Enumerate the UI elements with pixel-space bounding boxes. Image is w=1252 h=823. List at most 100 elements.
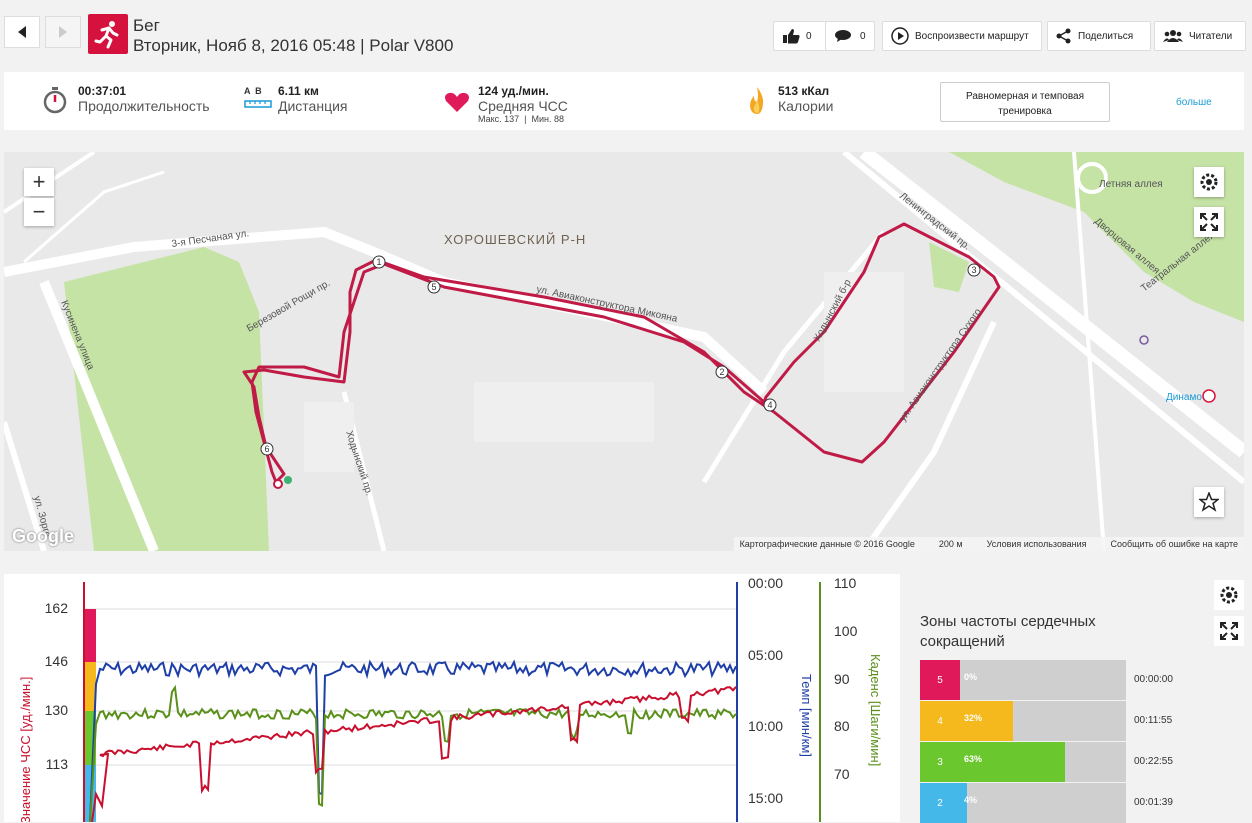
hr-axis-label: Значение ЧСС [уд./мин.] [18,677,33,822]
people-icon [1163,30,1183,42]
arrow-right-icon [59,26,67,38]
cadence-tick-110: 110 [834,575,857,591]
thumbs-up-icon [783,29,800,44]
zone-time: 00:11:55 [1134,715,1173,726]
hr-tick-162: 162 [45,600,69,616]
heart-icon [445,92,469,112]
station-label: Динамо [1166,392,1202,403]
route-marker-5: 5 [431,282,436,292]
chart-panel: 162 146 130 113 00:00 05:00 10:00 15:00 … [4,574,900,822]
zones-fullscreen-button[interactable] [1214,616,1244,646]
back-button[interactable] [4,16,40,48]
arrow-left-icon [18,26,26,38]
zone-bar [960,701,1014,741]
zone-number: 5 [920,660,960,700]
route-end-marker [273,479,283,489]
zone-time: 00:00:00 [1134,674,1173,685]
flame-icon [750,87,764,114]
zone-number: 2 [920,783,960,823]
share-button[interactable]: Поделиться [1047,21,1151,51]
star-icon [1199,492,1219,512]
hr-pace-cadence-chart[interactable]: 162 146 130 113 00:00 05:00 10:00 15:00 … [4,574,900,822]
route-start-marker [284,476,292,484]
top-bar: Бег Вторник, Нояб 8, 2016 05:48 | Polar … [0,0,1252,68]
zone-bar [960,742,1065,782]
duration-label: Продолжительность [78,98,210,114]
summary-panel: 00:37:01 Продолжительность A B 6.11 км Д… [4,72,1244,130]
calories-label: Калории [778,98,834,114]
pace-tick-5: 05:00 [748,647,783,663]
cadence-series-line [89,684,737,822]
hr-label: Средняя ЧСС [478,98,568,114]
district-label: ХОРОШЕВСКИЙ Р-Н [444,232,586,247]
route-marker-1: 1 [376,257,381,267]
hr-tick-130: 130 [45,702,69,718]
map-fullscreen-button[interactable] [1194,207,1224,237]
favorite-button[interactable] [1194,487,1224,517]
zoom-out-button[interactable]: − [24,198,54,226]
readers-label: Читатели [1189,30,1233,42]
map-scale: 200 м [938,539,963,549]
zone-time: 00:01:39 [1134,797,1173,808]
zone-row-5: 5 0% [920,660,1126,700]
map-settings-button[interactable] [1194,167,1224,197]
cadence-tick-70: 70 [834,766,850,782]
distance-ab: A B [244,86,262,96]
terms-link[interactable]: Условия использования [986,539,1087,549]
route-marker-6: 6 [264,444,269,454]
running-icon [88,14,128,54]
zone-percent: 0% [964,672,978,682]
distance-label: Дистанция [278,98,348,114]
comments-icon [835,30,851,42]
training-type-button[interactable]: Равномерная и темповая тренировка [940,82,1110,122]
hr-minmax: Макс. 137 | Мин. 88 [478,114,565,124]
share-icon [1056,28,1071,44]
route-marker-4: 4 [767,400,772,410]
report-error-link[interactable]: Сообщить об ошибке на карте [1110,539,1238,549]
gear-icon [1200,173,1218,191]
gear-icon [1220,586,1238,604]
hr-series-line [91,686,737,822]
duration-value: 00:37:01 [78,84,127,98]
like-count: 0 [806,30,812,42]
zone-percent: 4% [964,795,978,805]
hr-value: 124 уд./мин. [478,84,549,98]
cadence-tick-90: 90 [834,671,850,687]
zone-time: 00:22:55 [1134,756,1173,767]
zone-number: 3 [920,742,960,782]
replay-route-label: Воспроизвести маршрут [915,30,1029,42]
route-map[interactable]: 1 2 3 4 5 6 ХОРОШЕВСКИЙ Р-Н 3-я Песчаная… [4,152,1244,551]
stopwatch-icon [43,87,67,114]
replay-route-button[interactable]: Воспроизвести маршрут [882,21,1042,51]
zones-title: Зоны частоты сердечных сокращений [920,613,1096,650]
ruler-icon [244,100,272,108]
cadence-tick-100: 100 [834,623,858,639]
expand-icon [1200,213,1218,231]
more-link[interactable]: больше [1176,97,1212,108]
readers-button[interactable]: Читатели [1154,21,1246,51]
calories-value: 513 кКал [778,84,830,98]
minus-icon: − [32,199,46,224]
zone-strip-5 [84,609,96,662]
hr-tick-146: 146 [45,653,69,669]
map-attribution: Картографические данные © 2016 Google 20… [733,537,1244,551]
pace-tick-10: 10:00 [748,718,783,734]
forward-button[interactable] [45,16,81,48]
zone-row-2: 2 4% [920,783,1126,823]
map-canvas: 1 2 3 4 5 6 ХОРОШЕВСКИЙ Р-Н 3-я Песчаная… [4,152,1244,551]
zoom-in-button[interactable]: + [24,168,54,196]
route-marker-2: 2 [719,367,724,377]
zones-settings-button[interactable] [1214,580,1244,610]
share-label: Поделиться [1078,30,1134,42]
zone-row-3: 3 63% [920,742,1126,782]
zone-strip-4 [84,662,96,711]
google-logo: Google [12,526,74,546]
hr-tick-113: 113 [46,756,69,772]
session-subtitle: Вторник, Нояб 8, 2016 05:48 | Polar V800 [133,36,454,55]
distance-value: 6.11 км [278,84,319,98]
pace-tick-15: 15:00 [748,790,783,806]
pace-axis-label: Темп [мин/км] [799,674,814,757]
map-data-credit: Картографические данные © 2016 Google [739,539,915,549]
expand-icon [1220,622,1238,640]
comments-button[interactable]: 0 [825,21,875,51]
